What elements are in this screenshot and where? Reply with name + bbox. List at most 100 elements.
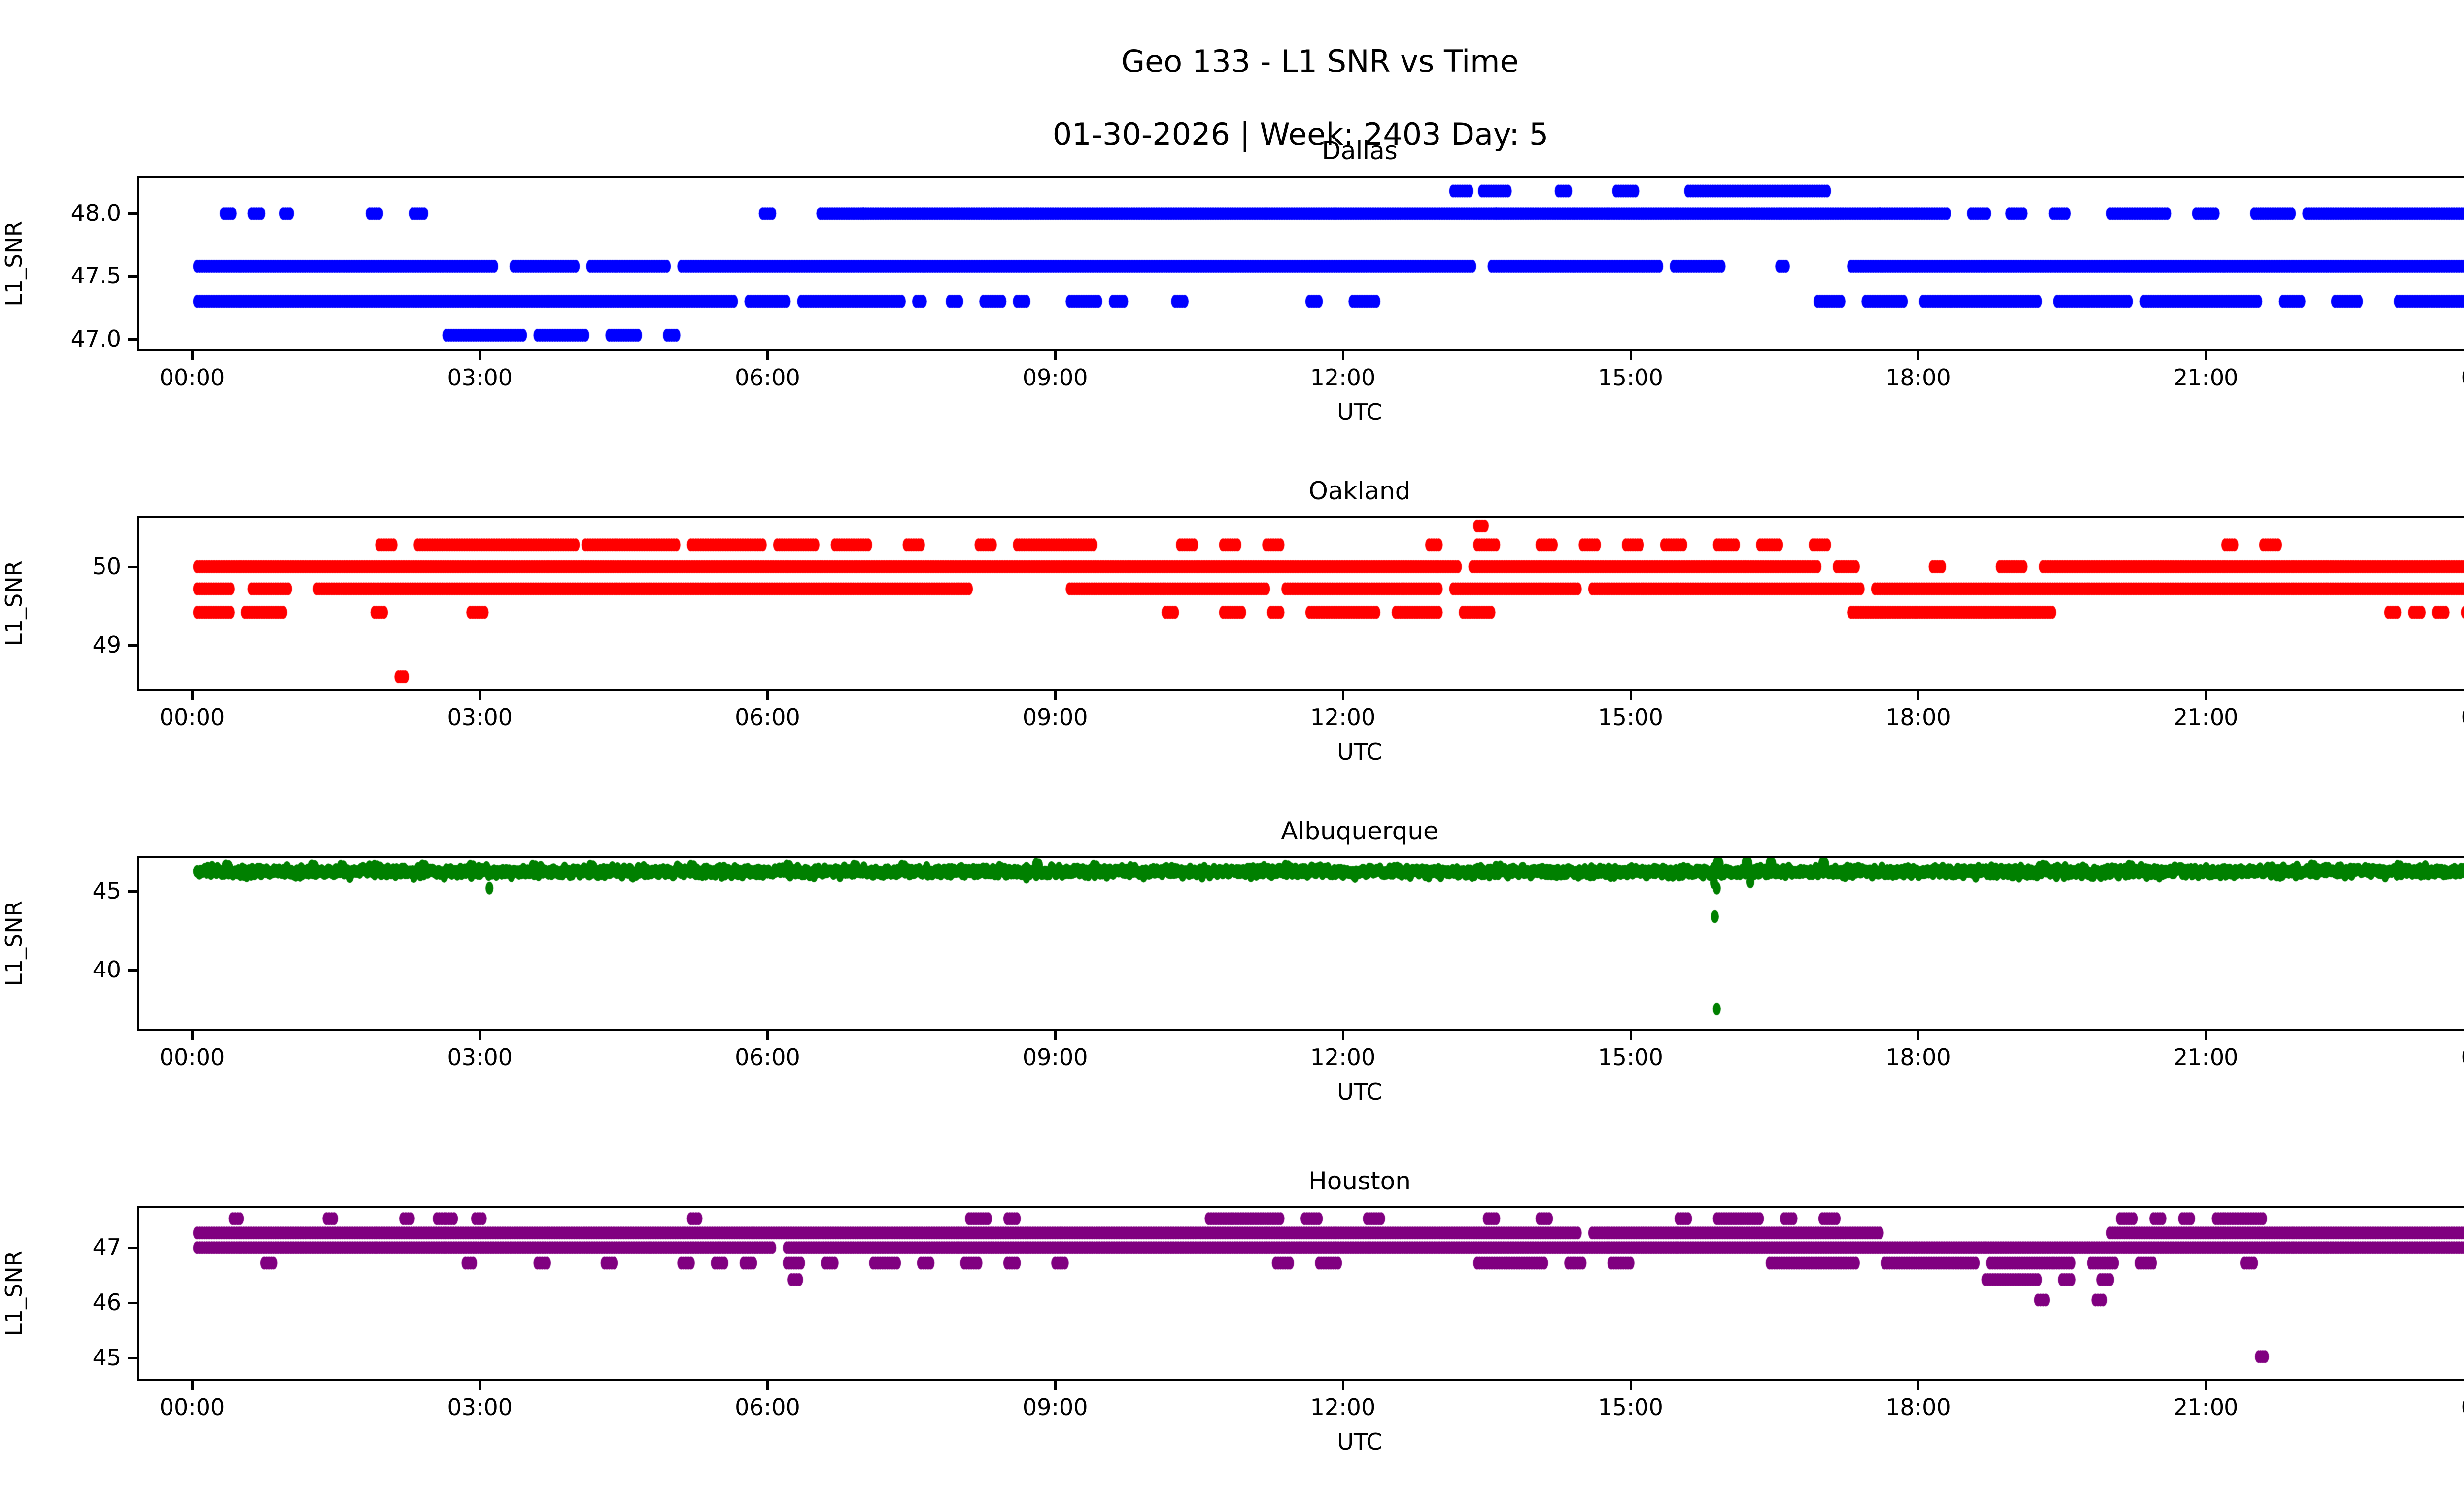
x-tick-mark: [1054, 691, 1057, 700]
x-tick-label: 03:00: [447, 704, 513, 730]
y-tick-mark: [128, 275, 137, 278]
y-tick-label: 40: [92, 956, 121, 983]
y-tick-mark: [128, 644, 137, 647]
suptitle-line-2: 01-30-2026 | Week: 2403 Day: 5: [1052, 116, 1549, 152]
y-tick-label: 48.0: [70, 200, 121, 227]
x-tick-label: 03:00: [447, 364, 513, 391]
y-tick-label: 45: [92, 1344, 121, 1371]
x-tick-mark: [1917, 1381, 1920, 1390]
y-axis-label-oakland: L1_SNR: [0, 560, 27, 646]
x-tick-label: 18:00: [1885, 1044, 1951, 1071]
x-tick-label: 06:00: [735, 364, 800, 391]
x-tick-label: 09:00: [1022, 1044, 1088, 1071]
x-tick-label: 15:00: [1598, 1044, 1663, 1071]
x-tick-mark: [1917, 691, 1920, 700]
x-tick-mark: [1629, 1381, 1632, 1390]
x-tick-label: 18:00: [1885, 364, 1951, 391]
x-tick-mark: [1629, 351, 1632, 360]
y-tick-mark: [128, 1247, 137, 1250]
y-tick-mark: [128, 890, 137, 893]
x-tick-label: 15:00: [1598, 704, 1663, 730]
x-tick-mark: [766, 691, 769, 700]
x-tick-mark: [191, 1031, 194, 1040]
x-tick-label: 15:00: [1598, 1394, 1663, 1421]
y-tick-label: 45: [92, 877, 121, 904]
y-tick-mark: [128, 1301, 137, 1304]
x-tick-label: 00:00: [2420, 706, 2464, 729]
subplot-title-oakland: Oakland: [1308, 477, 1411, 505]
y-axis-label-dallas: L1_SNR: [0, 221, 27, 307]
y-tick-mark: [128, 1356, 137, 1359]
x-tick-mark: [1341, 691, 1344, 700]
y-tick-label: 49: [92, 631, 121, 659]
x-tick-mark: [2205, 1031, 2208, 1040]
x-tick-label: 21:00: [2173, 364, 2239, 391]
x-tick-label: 06:00: [735, 1394, 800, 1421]
x-tick-label: 12:00: [1310, 704, 1376, 730]
x-tick-label: 12:00: [1310, 364, 1376, 391]
y-tick-label: 47.5: [70, 262, 121, 289]
y-tick-label: 47: [92, 1234, 121, 1261]
suptitle-line-1: Geo 133 - L1 SNR vs Time: [1121, 43, 1519, 79]
x-tick-mark: [1917, 1031, 1920, 1040]
x-tick-mark: [2205, 691, 2208, 700]
x-tick-label: 21:00: [2173, 704, 2239, 730]
x-tick-label: 00:00: [159, 1044, 225, 1071]
x-tick-mark: [1054, 1031, 1057, 1040]
x-tick-label: 12:00: [1310, 1044, 1376, 1071]
scatter-canvas-oakland: [139, 518, 2464, 689]
plot-area-albuquerque: [137, 856, 2464, 1031]
y-tick-mark: [128, 212, 137, 215]
y-tick-label: 46: [92, 1288, 121, 1316]
x-tick-mark: [1629, 691, 1632, 700]
x-tick-label: 09:00: [1022, 1394, 1088, 1421]
x-tick-mark: [479, 351, 481, 360]
x-tick-label: 09:00: [1022, 704, 1088, 730]
subplot-title-albuquerque: Albuquerque: [1281, 817, 1438, 845]
y-tick-mark: [128, 338, 137, 341]
x-tick-mark: [479, 1031, 481, 1040]
plot-area-dallas: [137, 176, 2464, 351]
plot-area-oakland: [137, 516, 2464, 691]
x-tick-label: 03:00: [447, 1044, 513, 1071]
x-axis-label-houston: UTC: [1337, 1428, 1382, 1455]
x-tick-mark: [766, 1381, 769, 1390]
x-tick-label: 06:00: [735, 1044, 800, 1071]
x-tick-mark: [1341, 351, 1344, 360]
scatter-canvas-albuquerque: [139, 858, 2464, 1029]
x-tick-mark: [766, 351, 769, 360]
x-tick-label: 12:00: [1310, 1394, 1376, 1421]
x-tick-label: 18:00: [1885, 704, 1951, 730]
x-tick-mark: [766, 1031, 769, 1040]
x-tick-label: 21:00: [2173, 1394, 2239, 1421]
x-tick-label: 00:00: [2420, 1046, 2464, 1069]
x-tick-label: 00:00: [2420, 366, 2464, 389]
y-tick-mark: [128, 969, 137, 972]
x-tick-label: 00:00: [159, 704, 225, 730]
x-tick-mark: [1341, 1031, 1344, 1040]
x-tick-label: 15:00: [1598, 364, 1663, 391]
x-tick-mark: [1629, 1031, 1632, 1040]
y-tick-label: 47.0: [70, 325, 121, 352]
subplot-title-dallas: Dallas: [1322, 137, 1398, 165]
y-tick-mark: [128, 565, 137, 568]
y-axis-label-houston: L1_SNR: [0, 1251, 27, 1336]
x-axis-label-dallas: UTC: [1337, 399, 1382, 425]
x-axis-label-albuquerque: UTC: [1337, 1078, 1382, 1105]
x-tick-mark: [2205, 351, 2208, 360]
x-tick-mark: [1054, 1381, 1057, 1390]
x-tick-label: 03:00: [447, 1394, 513, 1421]
scatter-canvas-dallas: [139, 178, 2464, 349]
x-tick-label: 00:00: [159, 1394, 225, 1421]
x-tick-mark: [479, 1381, 481, 1390]
x-tick-label: 00:00: [159, 364, 225, 391]
x-tick-mark: [479, 691, 481, 700]
x-tick-mark: [191, 691, 194, 700]
x-tick-label: 09:00: [1022, 364, 1088, 391]
x-tick-mark: [1917, 351, 1920, 360]
figure-suptitle: Geo 133 - L1 SNR vs Time 01-30-2026 | We…: [0, 7, 2464, 226]
x-tick-mark: [1054, 351, 1057, 360]
x-tick-label: 18:00: [1885, 1394, 1951, 1421]
x-tick-label: 21:00: [2173, 1044, 2239, 1071]
